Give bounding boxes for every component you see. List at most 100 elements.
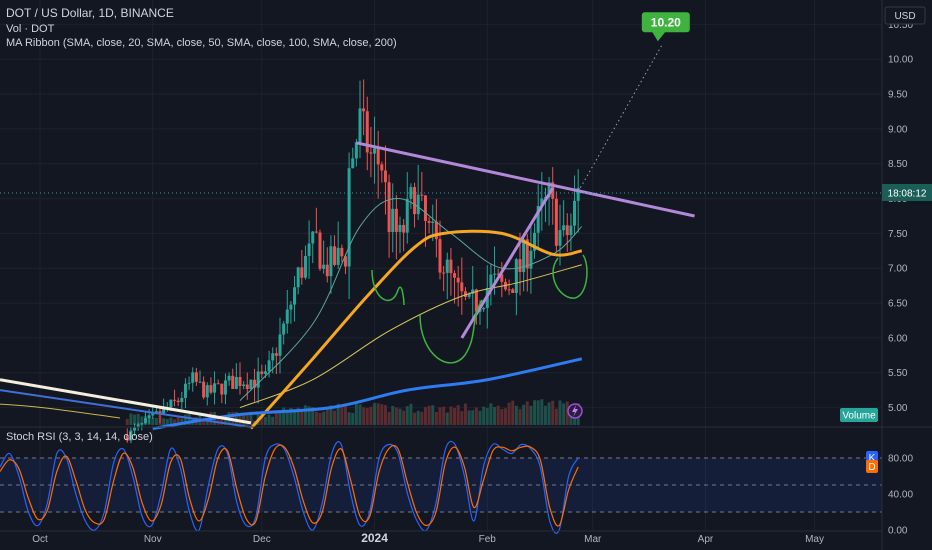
y-tick-label: 5.50 (888, 368, 908, 379)
x-tick-label: Mar (584, 534, 602, 545)
volume-bar (249, 411, 253, 425)
candle-body (180, 397, 184, 403)
volume-bar (456, 405, 460, 425)
volume-bar (394, 407, 398, 425)
volume-bar (329, 405, 333, 425)
target-callout[interactable] (641, 12, 690, 33)
y-tick-label: 7.00 (888, 264, 908, 275)
y-tick-label: 6.00 (888, 333, 908, 344)
x-tick-label: Dec (253, 534, 271, 545)
candle-body (522, 239, 526, 273)
symbol-title[interactable]: DOT / US Dollar, 1D, BINANCE (6, 6, 174, 20)
candle-body (536, 205, 540, 233)
volume-bar (202, 420, 206, 425)
candle-body (376, 148, 380, 165)
volume-bar (369, 406, 373, 425)
candle-body (238, 376, 242, 387)
stoch-rsi-pane[interactable] (0, 440, 882, 534)
volume-bar (176, 416, 180, 425)
stoch-tick-label: 80.00 (888, 454, 913, 465)
resistance-trendline[interactable] (356, 141, 695, 218)
volume-bar (511, 400, 515, 425)
volume-badge (840, 408, 878, 422)
candle-body (514, 259, 518, 293)
volume-bar (307, 406, 311, 425)
lightning-icon (572, 405, 578, 417)
volume-legend[interactable]: Vol · DOT (6, 23, 55, 35)
volume-bar (169, 417, 173, 425)
candle-body (140, 423, 144, 425)
stoch-tick-label: 0.00 (888, 526, 908, 537)
candle-body (183, 383, 187, 398)
volume-bar (453, 407, 457, 425)
volume-bar (347, 412, 351, 425)
volume-bar (543, 405, 547, 425)
volume-bar (293, 409, 297, 425)
candle-body (191, 372, 195, 383)
volume-bar (267, 414, 271, 425)
volume-bar (442, 406, 446, 425)
candle-body (445, 259, 449, 273)
hand-drawn-outline[interactable] (552, 254, 588, 299)
volume-bar (467, 410, 471, 425)
volume-bar (438, 407, 442, 425)
projection-line[interactable] (577, 45, 663, 192)
candle-body (518, 259, 522, 273)
stoch-rsi-legend[interactable]: Stoch RSI (3, 3, 14, 14, close) (6, 431, 153, 443)
volume-bar (496, 405, 500, 425)
grid (0, 0, 882, 530)
candle-body (209, 385, 213, 393)
volume-bar (482, 406, 486, 425)
x-tick-label: May (805, 534, 824, 545)
candle-body (420, 194, 424, 196)
y-tick-label: 8.50 (888, 159, 908, 170)
volume-bar (463, 403, 467, 425)
hand-drawn-outline[interactable] (371, 269, 405, 306)
long-ma-line-3 (0, 403, 121, 419)
currency-chip[interactable] (884, 6, 926, 25)
volume-bar (322, 411, 326, 425)
candle-body (314, 231, 318, 233)
volume-bar (431, 405, 435, 425)
candle-body (351, 158, 355, 169)
candle-body (423, 195, 427, 222)
volume-bar (154, 418, 158, 425)
candle-body (383, 170, 387, 183)
candle-body (354, 142, 358, 159)
long-ma-line-2 (0, 389, 252, 429)
candle-body (133, 427, 137, 431)
volume-bar (285, 411, 289, 425)
ma-ribbon-legend[interactable]: MA Ribbon (SMA, close, 20, SMA, close, 5… (6, 37, 397, 49)
volume-bar (445, 412, 449, 425)
candle-body (562, 225, 566, 231)
volume-bar (205, 419, 209, 425)
volume-bar (398, 408, 402, 425)
candle-body (449, 259, 453, 274)
hand-drawn-outline[interactable] (419, 299, 483, 364)
volume-bar (547, 402, 551, 425)
candle-body (525, 239, 529, 269)
candle-body (573, 200, 577, 226)
candle-body (176, 400, 180, 403)
candle-body (322, 264, 326, 269)
x-tick-label: Feb (479, 534, 497, 545)
candle-body (260, 371, 264, 374)
candle-body (271, 353, 275, 361)
candle-body (303, 256, 307, 278)
candle-body (369, 152, 373, 154)
candle-body (413, 187, 417, 215)
x-tick-label: Oct (32, 534, 48, 545)
candle-body (373, 148, 377, 154)
ma-line-sma-50 (239, 264, 582, 409)
drawings[interactable]: 10.20 (0, 12, 882, 419)
volume-bar (536, 400, 540, 425)
y-tick-label: 7.50 (888, 229, 908, 240)
volume-bar (493, 406, 497, 425)
candle-body (460, 282, 464, 292)
candle-body (173, 399, 177, 401)
candle-body (169, 399, 173, 408)
candle-body (416, 194, 420, 215)
volume-bar (271, 416, 275, 425)
